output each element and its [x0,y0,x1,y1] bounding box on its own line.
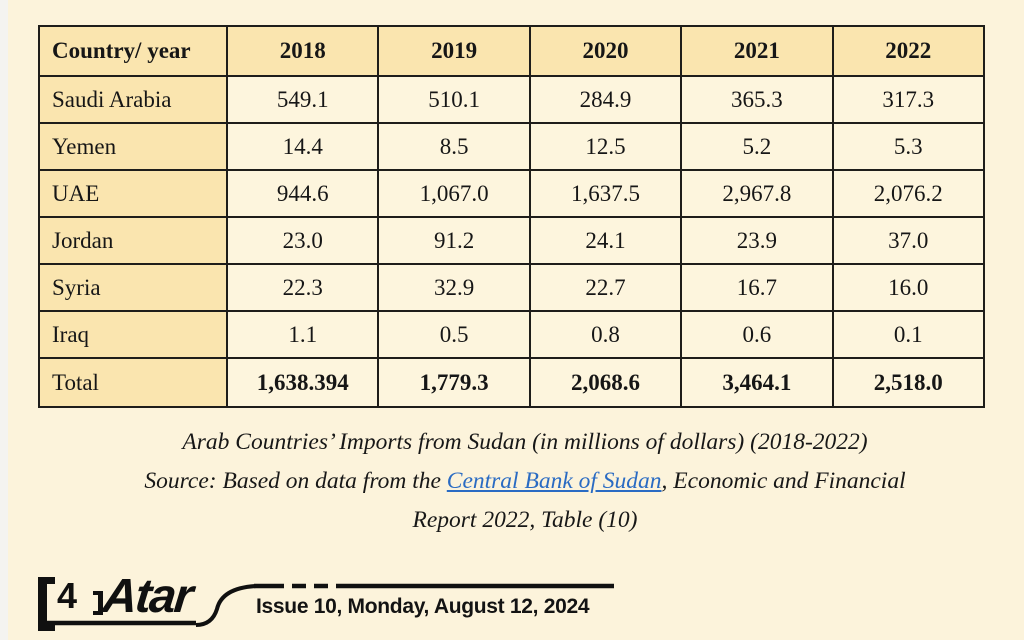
row-label: Syria [38,263,228,312]
cell-value: 1,779.3 [377,357,531,408]
row-label: UAE [38,169,228,218]
row-label: Iraq [38,310,228,359]
cell-value: 32.9 [377,263,531,312]
table-caption: Arab Countries’ Imports from Sudan (in m… [60,423,990,540]
cell-value: 284.9 [528,75,683,124]
table-row-jordan: Jordan 23.0 91.2 24.1 23.9 37.0 [38,216,986,265]
imports-table: Country/ year 2018 2019 2020 2021 2022 S… [38,25,986,408]
cell-value: 2,068.6 [528,357,683,408]
cell-value: 5.2 [680,122,834,171]
cell-value: 23.0 [225,216,380,265]
header-2022: 2022 [831,25,986,77]
cell-value: 16.0 [831,263,986,312]
cell-value: 5.3 [831,122,986,171]
table-row-yemen: Yemen 14.4 8.5 12.5 5.2 5.3 [38,122,986,171]
cell-value: 24.1 [528,216,683,265]
caption-source-suffix: , Economic and Financial [661,468,906,494]
page-number: 4 [57,575,78,616]
row-label: Total [38,357,228,408]
cell-value: 365.3 [680,75,834,124]
cell-value: 23.9 [680,216,834,265]
cell-value: 1.1 [225,310,380,359]
caption-source-line: Source: Based on data from the Central B… [60,462,990,501]
table-header-row: Country/ year 2018 2019 2020 2021 2022 [38,25,986,77]
table-row-syria: Syria 22.3 32.9 22.7 16.7 16.0 [38,263,986,312]
header-2021: 2021 [680,25,834,77]
cell-value: 2,518.0 [831,357,986,408]
cell-value: 14.4 [225,122,380,171]
central-bank-link[interactable]: Central Bank of Sudan [446,468,662,494]
caption-report-line: Report 2022, Table (10) [412,507,638,533]
cell-value: 2,967.8 [680,169,834,218]
cell-value: 8.5 [377,122,531,171]
cell-value: 2,076.2 [831,169,986,218]
caption-title: Arab Countries’ Imports from Sudan (in m… [182,429,868,455]
close-bracket-icon [93,591,103,615]
header-2020: 2020 [528,25,683,77]
open-bracket-icon [38,577,55,631]
cell-value: 37.0 [831,216,986,265]
issue-date-line: Issue 10, Monday, August 12, 2024 [256,595,590,618]
atar-logo: Atar [100,570,194,623]
cell-value: 317.3 [831,75,986,124]
cell-value: 91.2 [377,216,531,265]
cell-value: 16.7 [680,263,834,312]
table-row-total: Total 1,638.394 1,779.3 2,068.6 3,464.1 … [38,357,986,408]
caption-source-prefix: Source: Based on data from the [144,468,447,494]
cell-value: 1,067.0 [377,169,531,218]
cell-value: 510.1 [377,75,531,124]
page-left-edge [0,0,8,640]
header-country-year: Country/ year [38,25,228,77]
cell-value: 0.6 [680,310,834,359]
footer: 4 Atar Issue 10, Monday, August 12, 2024 [0,565,1024,640]
cell-value: 1,637.5 [528,169,683,218]
cell-value: 944.6 [225,169,380,218]
row-label: Jordan [38,216,228,265]
table-row-uae: UAE 944.6 1,067.0 1,637.5 2,967.8 2,076.… [38,169,986,218]
table-row-saudi-arabia: Saudi Arabia 549.1 510.1 284.9 365.3 317… [38,75,986,124]
header-2019: 2019 [377,25,531,77]
cell-value: 22.7 [528,263,683,312]
cell-value: 549.1 [225,75,380,124]
cell-value: 12.5 [528,122,683,171]
logo-swoosh-line [45,583,614,627]
cell-value: 1,638.394 [225,357,380,408]
cell-value: 3,464.1 [680,357,834,408]
cell-value: 0.8 [528,310,683,359]
row-label: Yemen [38,122,228,171]
table-row-iraq: Iraq 1.1 0.5 0.8 0.6 0.1 [38,310,986,359]
cell-value: 0.5 [377,310,531,359]
cell-value: 0.1 [831,310,986,359]
header-2018: 2018 [225,25,380,77]
row-label: Saudi Arabia [38,75,228,124]
cell-value: 22.3 [225,263,380,312]
